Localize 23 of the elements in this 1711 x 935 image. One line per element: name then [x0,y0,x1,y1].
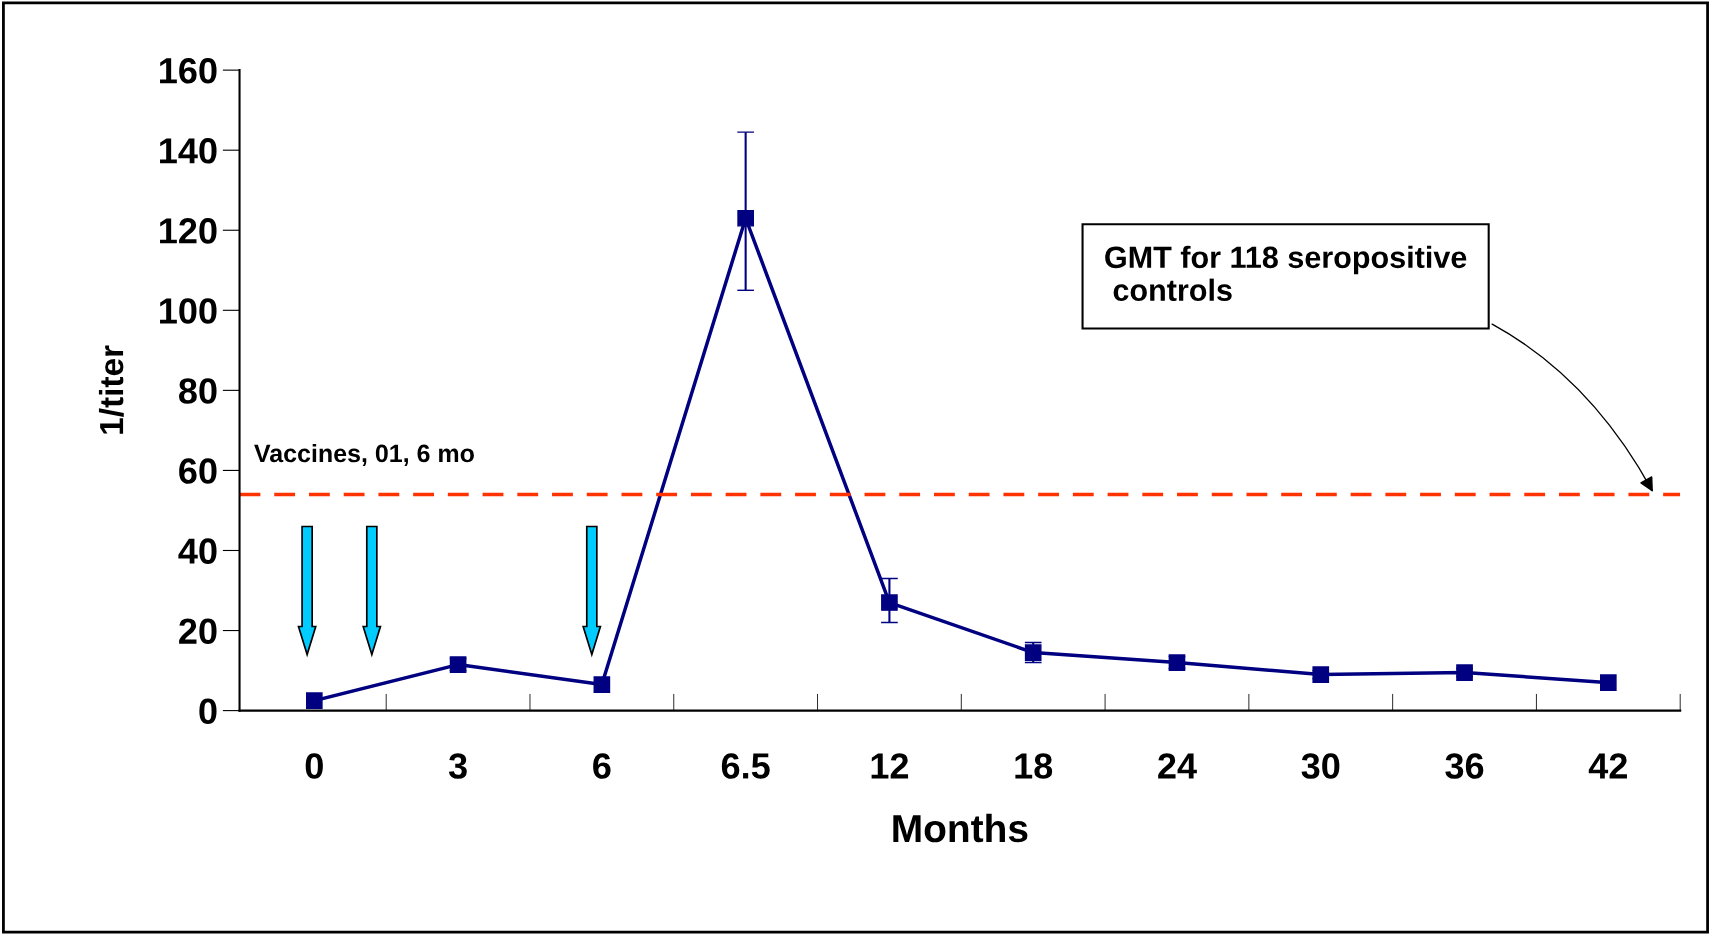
annotation: Vaccines, 01, 6 mo [254,443,474,466]
x-tick-label: 6 [593,753,611,779]
x-tick-label: 12 [871,753,909,779]
x-tick-label: 24 [1158,753,1197,779]
x-tick-label: 30 [1301,753,1340,779]
x-tick-label: 3 [448,753,467,779]
ref-line-label: GMT for 118 seropositive controls [1105,245,1467,302]
y-tick-label: 80 [179,378,217,404]
y-tick-label: 120 [160,218,217,244]
x-tick-label: 36 [1445,753,1484,779]
y-tick-label: 20 [179,618,217,644]
x-tick-label: 6.5 [721,753,770,779]
x-tick-label: 42 [1588,753,1627,779]
x-tick-label: 0 [305,753,323,779]
y-tick-label: 100 [160,298,217,324]
y-tick-label: 140 [160,138,217,164]
y-tick-label: 60 [179,458,217,484]
y-tick-label: 160 [160,57,217,84]
y-tick-label: 40 [178,538,217,564]
y-tick-label: 0 [199,698,217,725]
y-axis-title: 1/titer [98,345,124,434]
x-tick-label: 18 [1015,753,1053,779]
x-axis-title: Months [893,813,1028,843]
